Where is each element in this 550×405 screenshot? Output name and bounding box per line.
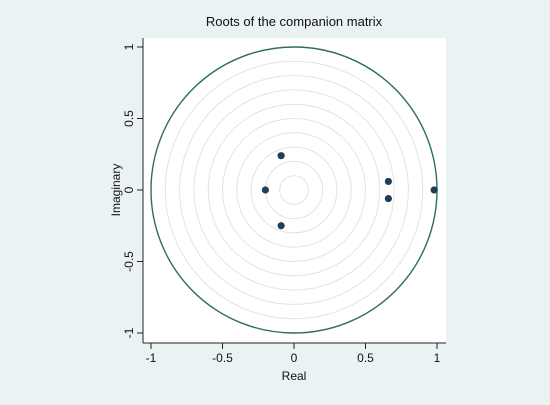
chart-title: Roots of the companion matrix (206, 14, 383, 29)
guide-circle-6 (207, 103, 381, 277)
y-tick-label-4: 0.5 (122, 110, 136, 127)
root-point-3 (384, 194, 392, 203)
x-tick-label-4: 0.5 (357, 351, 374, 365)
guide-circle-9 (164, 60, 424, 320)
guide-circle-7 (193, 89, 395, 291)
y-tick-label-1: -1 (122, 327, 136, 338)
root-point-4 (277, 152, 285, 160)
y-tick-label-5: 1 (122, 43, 136, 50)
root-point-5 (277, 222, 285, 230)
root-points (261, 152, 438, 230)
y-tick-label-2: -0.5 (122, 251, 136, 272)
guide-circles (164, 60, 424, 320)
guide-circle-8 (179, 75, 409, 305)
plot-region (143, 38, 446, 343)
x-axis-label: Real (282, 369, 307, 383)
root-point-1 (430, 186, 438, 194)
y-axis-label: Imaginary (109, 164, 123, 217)
guide-circle-1 (279, 175, 309, 205)
x-tick-label-1: -1 (146, 351, 157, 365)
root-point-6 (261, 186, 269, 194)
guide-circle-3 (250, 146, 338, 234)
guide-circle-4 (236, 132, 352, 248)
y-ticks: -1 -0.5 0 0.5 1 (122, 43, 143, 338)
guide-circle-5 (222, 118, 366, 262)
x-tick-label-3: 0 (291, 351, 298, 365)
x-ticks: -1 -0.5 0 0.5 1 (146, 343, 441, 365)
x-tick-label-5: 1 (434, 351, 441, 365)
root-point-2 (384, 177, 392, 186)
x-tick-label-2: -0.5 (212, 351, 233, 365)
y-tick-label-3: 0 (122, 186, 136, 193)
